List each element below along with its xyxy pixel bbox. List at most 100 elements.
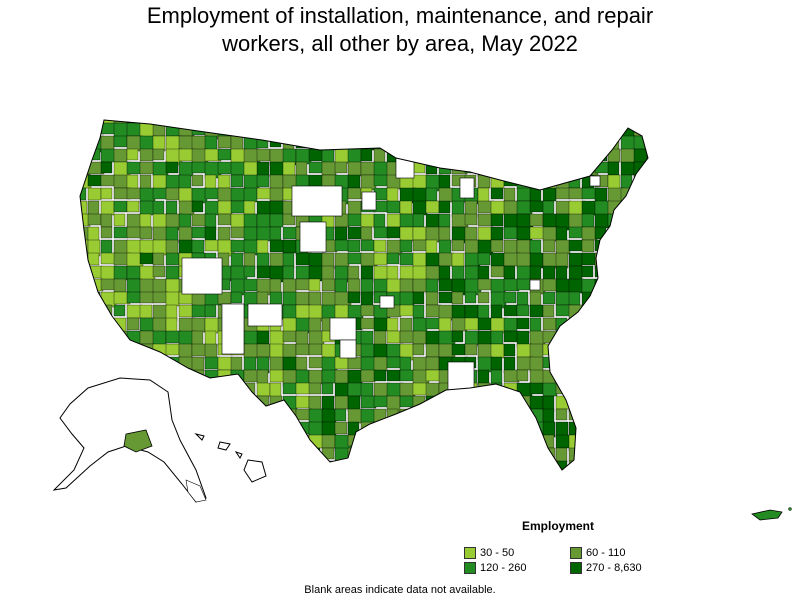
county-area [139, 265, 156, 282]
county-area [230, 148, 247, 165]
county-area [88, 474, 101, 489]
county-area [386, 135, 399, 148]
county-area [334, 447, 350, 463]
county-area [321, 460, 334, 470]
county-area [620, 265, 637, 278]
county-area [542, 200, 555, 215]
county-area [425, 239, 438, 255]
county-area [529, 291, 542, 307]
county-area [308, 120, 321, 124]
county-area [412, 408, 427, 425]
county-area [269, 330, 285, 347]
county-area [633, 122, 648, 137]
county-area [256, 187, 272, 200]
county-area [100, 278, 117, 291]
county-area [126, 343, 143, 357]
county-area [555, 330, 571, 345]
county-area [178, 408, 192, 423]
county-area [113, 226, 129, 239]
county-area [425, 356, 440, 371]
county-area [100, 252, 117, 265]
county-area [217, 120, 230, 123]
county-area [438, 200, 451, 214]
county-area [347, 174, 361, 189]
county-area [386, 421, 401, 435]
county-area [347, 122, 364, 139]
county-area [490, 343, 505, 359]
county-area [399, 200, 413, 215]
county-area [113, 213, 126, 227]
county-area [139, 120, 156, 122]
county-area [647, 474, 662, 487]
county-area [373, 356, 388, 372]
county-area [295, 291, 310, 306]
county-area [464, 120, 477, 124]
county-area [451, 135, 468, 151]
county-area [555, 369, 568, 387]
county-area [490, 161, 503, 175]
county-area [256, 120, 270, 125]
county-area [620, 148, 636, 164]
legend-swatch [464, 547, 476, 559]
county-area [607, 291, 625, 308]
county-area [529, 447, 542, 464]
county-area [269, 120, 284, 123]
county-area [464, 135, 477, 153]
county-area [477, 447, 492, 462]
county-area [256, 122, 271, 136]
county-area [361, 474, 375, 489]
county-area [438, 148, 453, 162]
county-area [607, 460, 620, 470]
county-area [373, 447, 391, 460]
county-area [620, 278, 634, 296]
county-area [243, 356, 257, 373]
county-area [101, 474, 117, 486]
county-area [633, 200, 648, 213]
county-area [594, 434, 608, 449]
county-area [230, 356, 243, 372]
county-area [464, 434, 478, 450]
county-area [490, 356, 503, 371]
county-area [425, 343, 440, 358]
county-area [230, 434, 248, 452]
county-area [503, 421, 518, 438]
county-area [126, 278, 143, 295]
county-area [80, 122, 89, 135]
county-area [594, 304, 612, 318]
county-area [347, 239, 361, 253]
county-area [321, 434, 336, 449]
map-title-line-1: Employment of installation, maintenance,… [146, 3, 654, 28]
county-area [464, 447, 482, 465]
county-area [217, 356, 233, 371]
county-area [139, 317, 156, 332]
county-area [633, 291, 647, 304]
county-area [87, 174, 103, 187]
county-area [425, 278, 439, 295]
county-area [516, 369, 529, 382]
county-area [581, 460, 598, 470]
county-area [178, 382, 193, 399]
county-area [230, 369, 245, 386]
county-area [555, 200, 572, 215]
county-area [373, 395, 390, 408]
county-area [464, 330, 481, 346]
county-area [438, 122, 452, 139]
county-area [516, 291, 529, 306]
county-area [542, 265, 556, 282]
county-area [321, 161, 337, 176]
county-area [334, 239, 351, 252]
county-area [426, 474, 442, 485]
county-area [100, 460, 116, 470]
county-area [464, 395, 478, 413]
county-area [322, 474, 338, 485]
county-area [477, 395, 493, 408]
county-area [451, 252, 465, 268]
county-area [425, 135, 442, 149]
county-area [308, 278, 321, 292]
county-area [139, 330, 155, 345]
county-area [594, 369, 612, 384]
county-area [113, 304, 126, 317]
county-area [386, 317, 399, 332]
county-area [516, 421, 529, 436]
county-area [295, 278, 312, 291]
